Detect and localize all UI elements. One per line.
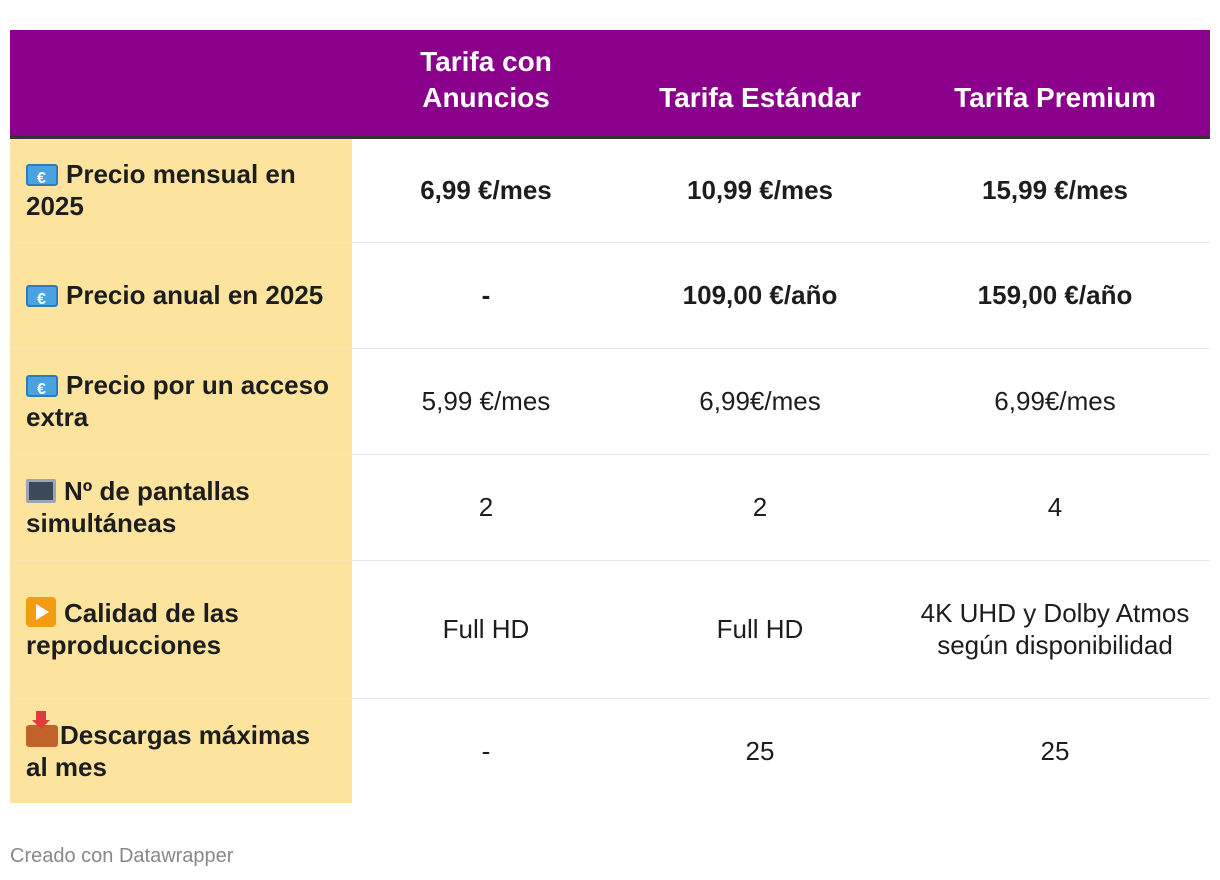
- table-cell: 25: [1040, 735, 1070, 766]
- row-label-cell: Nº de pantallas simultáneas: [10, 454, 352, 561]
- inbox-tray-icon: [26, 710, 58, 747]
- row-label: Precio por un acceso extra: [26, 370, 329, 432]
- table-cell: 5,99 €/mes: [352, 348, 620, 455]
- table-cell: 2: [352, 454, 620, 561]
- table-cell: Full HD: [620, 560, 900, 699]
- table-header-row: Tarifa con Anuncios Tarifa Estándar Tari…: [10, 30, 1210, 139]
- table-cell: 15,99 €/mes: [900, 137, 1210, 243]
- monitor-icon: [26, 479, 56, 503]
- table-cell: 10,99 €/mes: [620, 137, 900, 243]
- table-row: Descargas máximas al mes - 25 25: [10, 698, 1210, 803]
- plan-comparison-table: Tarifa con Anuncios Tarifa Estándar Tari…: [10, 30, 1210, 803]
- euro-banknote-icon: [26, 163, 58, 195]
- play-button-icon: [26, 597, 56, 627]
- header-plan-premium: Tarifa Premium: [900, 30, 1210, 139]
- table-cell: 25: [745, 735, 775, 766]
- row-label-cell: Descargas máximas al mes: [10, 698, 352, 803]
- table-cell: -: [481, 735, 491, 766]
- table-cell: 109,00 €/año: [620, 242, 900, 349]
- row-label: Precio mensual en 2025: [26, 159, 296, 221]
- datawrapper-credit: Creado con Datawrapper: [10, 845, 234, 867]
- row-label: Descargas máximas al mes: [26, 719, 311, 782]
- header-plan-ads: Tarifa con Anuncios: [352, 30, 620, 139]
- table-row: Calidad de las reproducciones Full HD Fu…: [10, 560, 1210, 699]
- table-cell: -: [352, 242, 620, 349]
- row-label: Precio anual en 2025: [66, 280, 324, 310]
- table-cell: 4: [900, 454, 1210, 561]
- table-cell: 6,99 €/mes: [352, 137, 620, 243]
- table-row: Nº de pantallas simultáneas 2 2 4: [10, 454, 1210, 561]
- table-row: Precio anual en 2025 - 109,00 €/año 159,…: [10, 242, 1210, 349]
- table-cell: Full HD: [352, 560, 620, 699]
- row-label: Calidad de las reproducciones: [26, 598, 239, 660]
- row-label-cell: Precio anual en 2025: [10, 242, 352, 349]
- table-cell: 4K UHD y Dolby Atmos según disponibilida…: [900, 560, 1210, 699]
- row-label-cell: Precio mensual en 2025: [10, 137, 352, 243]
- header-empty-cell: [10, 30, 352, 139]
- comparison-table-wrapper: Tarifa con Anuncios Tarifa Estándar Tari…: [10, 30, 1210, 803]
- row-label-cell: Calidad de las reproducciones: [10, 560, 352, 699]
- table-cell: 2: [620, 454, 900, 561]
- table-row: Precio por un acceso extra 5,99 €/mes 6,…: [10, 348, 1210, 455]
- table-cell: 6,99€/mes: [620, 348, 900, 455]
- header-plan-standard: Tarifa Estándar: [620, 30, 900, 139]
- euro-banknote-icon: [26, 284, 58, 316]
- table-row: Precio mensual en 2025 6,99 €/mes 10,99 …: [10, 137, 1210, 243]
- table-cell: 159,00 €/año: [900, 242, 1210, 349]
- euro-banknote-icon: [26, 374, 58, 406]
- table-cell: 6,99€/mes: [900, 348, 1210, 455]
- row-label-cell: Precio por un acceso extra: [10, 348, 352, 455]
- row-label: Nº de pantallas simultáneas: [26, 476, 250, 538]
